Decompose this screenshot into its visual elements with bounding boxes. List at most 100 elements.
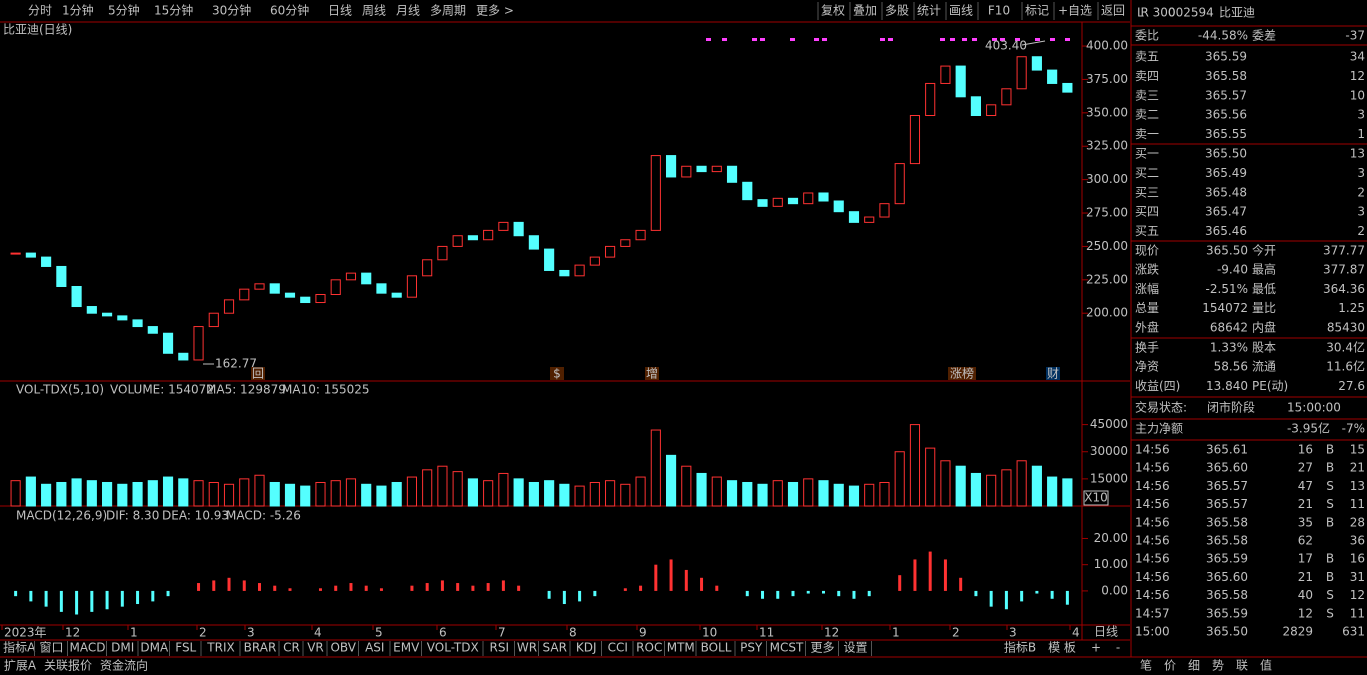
tab[interactable]: FSL [175,641,196,655]
panel-tab[interactable]: 势 [1212,659,1224,673]
tab[interactable]: DMI [111,641,134,655]
tick-price: 365.61 [1206,443,1248,457]
tab[interactable]: ROC [636,641,662,655]
volume-bar [102,481,113,507]
row-value: 377.87 [1323,263,1365,277]
tab[interactable]: WR [517,641,537,655]
volume-bar [528,481,539,507]
bottom-tab[interactable]: 资金流向 [100,658,148,673]
tab[interactable]: 设置 [843,641,867,655]
tab[interactable]: TRIX [206,641,234,655]
volume-bar [681,465,692,507]
menu-item[interactable]: 返回 [1101,4,1125,18]
tab[interactable]: KDJ [576,641,597,655]
tab[interactable]: VOL-TDX [427,641,479,655]
tick-price: 365.58 [1206,588,1248,602]
tab[interactable]: ASI [365,641,384,655]
candle [452,235,463,247]
menu-item[interactable]: 更多 > [476,4,514,18]
menu-item[interactable]: 统计 [917,4,941,18]
menu-item[interactable]: 叠加 [853,4,877,18]
tab[interactable]: CR [283,641,300,655]
row-value: -2.51% [1206,282,1248,296]
tab[interactable]: RSI [490,641,510,655]
menu-item[interactable]: +自选 [1058,4,1092,18]
tab[interactable]: 更多 [810,641,834,655]
volume-bar [879,481,890,507]
tab[interactable]: BRAR [244,641,277,655]
tab[interactable]: 模 板 [1048,641,1076,655]
tab[interactable]: VR [307,641,324,655]
menu-item[interactable]: 多股 [885,4,909,18]
tab[interactable]: MACD [70,641,106,655]
tick-count: 36 [1350,534,1365,548]
y-tick-label: 375.00 [1086,72,1128,86]
volume-bar [330,480,341,507]
book-price: 365.49 [1205,166,1247,180]
volume-bar [467,478,478,507]
tab[interactable]: - [1116,641,1120,655]
menu-item[interactable]: 5分钟 [108,3,140,18]
marker [972,38,977,41]
y-tick-label: 350.00 [1086,105,1128,119]
menu-item[interactable]: 60分钟 [270,3,309,18]
tab[interactable]: OBV [330,641,356,655]
menu-item[interactable]: 15分钟 [154,3,193,18]
candle [345,272,357,281]
tab[interactable]: DMA [140,641,169,655]
panel-tab[interactable]: 值 [1260,658,1272,673]
x-tick-label: 9 [639,626,647,640]
tab[interactable]: 窗口 [39,641,63,655]
tick-volume: 47 [1298,479,1313,493]
bottom-tab[interactable]: 关联报价 [44,658,92,673]
x-tick-label: 5 [375,626,383,640]
unit-label: X10 [1084,491,1108,505]
tab[interactable]: MCST [770,641,804,655]
menu-item[interactable]: F10 [988,4,1010,18]
tick-count: 16 [1350,552,1365,566]
volume-bar [513,478,524,507]
book-volume: 2 [1357,185,1365,199]
menu-item[interactable]: 标记 [1025,4,1049,18]
menu-item[interactable]: 分时 [28,4,52,18]
menu-item[interactable]: 30分钟 [212,3,251,18]
panel-tab[interactable]: 联 [1236,659,1248,673]
panel-tab[interactable]: 细 [1188,659,1200,673]
x-tick-label: 3 [1009,626,1017,640]
panel-tab[interactable]: 价 [1164,659,1176,673]
menu-item[interactable]: 复权 [821,4,845,18]
volume-bar [1031,465,1042,507]
tick-count: 631 [1342,625,1365,639]
marker [888,38,893,41]
tab[interactable]: MTM [667,641,695,655]
menu-item[interactable]: 画线 [949,4,973,18]
menu-item[interactable]: 月线 [396,4,420,18]
menu-item[interactable]: 1分钟 [62,3,94,18]
menu-item[interactable]: 日线 [328,4,352,18]
candle [970,96,981,117]
tick-count: 12 [1350,588,1365,602]
row-label: 涨跌 [1135,262,1159,277]
tab[interactable]: PSY [740,641,763,655]
tab[interactable]: 指标A [3,640,36,655]
volume-bar [25,476,36,507]
status-value: 闭市阶段 [1207,400,1255,415]
tab[interactable]: EMV [393,641,420,655]
menu-item[interactable]: 周线 [362,4,386,18]
book-label: 买五 [1135,224,1159,238]
tab[interactable]: SAR [543,641,567,655]
candle [803,192,814,205]
candle [193,326,204,361]
tab[interactable]: CCI [608,641,628,655]
panel-tab[interactable]: 笔 [1140,658,1152,673]
tab[interactable]: 指标B [1004,640,1036,655]
tab[interactable]: BOLL [701,641,732,655]
tab[interactable]: + [1091,641,1101,655]
candle [71,285,82,308]
bottom-tab[interactable]: 扩展A [4,659,37,673]
tick-time: 14:56 [1135,497,1170,511]
volume-bar [864,483,875,507]
book-price: 365.55 [1205,127,1247,141]
menu-item[interactable]: 多周期 [430,4,466,18]
row-label: 外盘 [1135,319,1159,334]
